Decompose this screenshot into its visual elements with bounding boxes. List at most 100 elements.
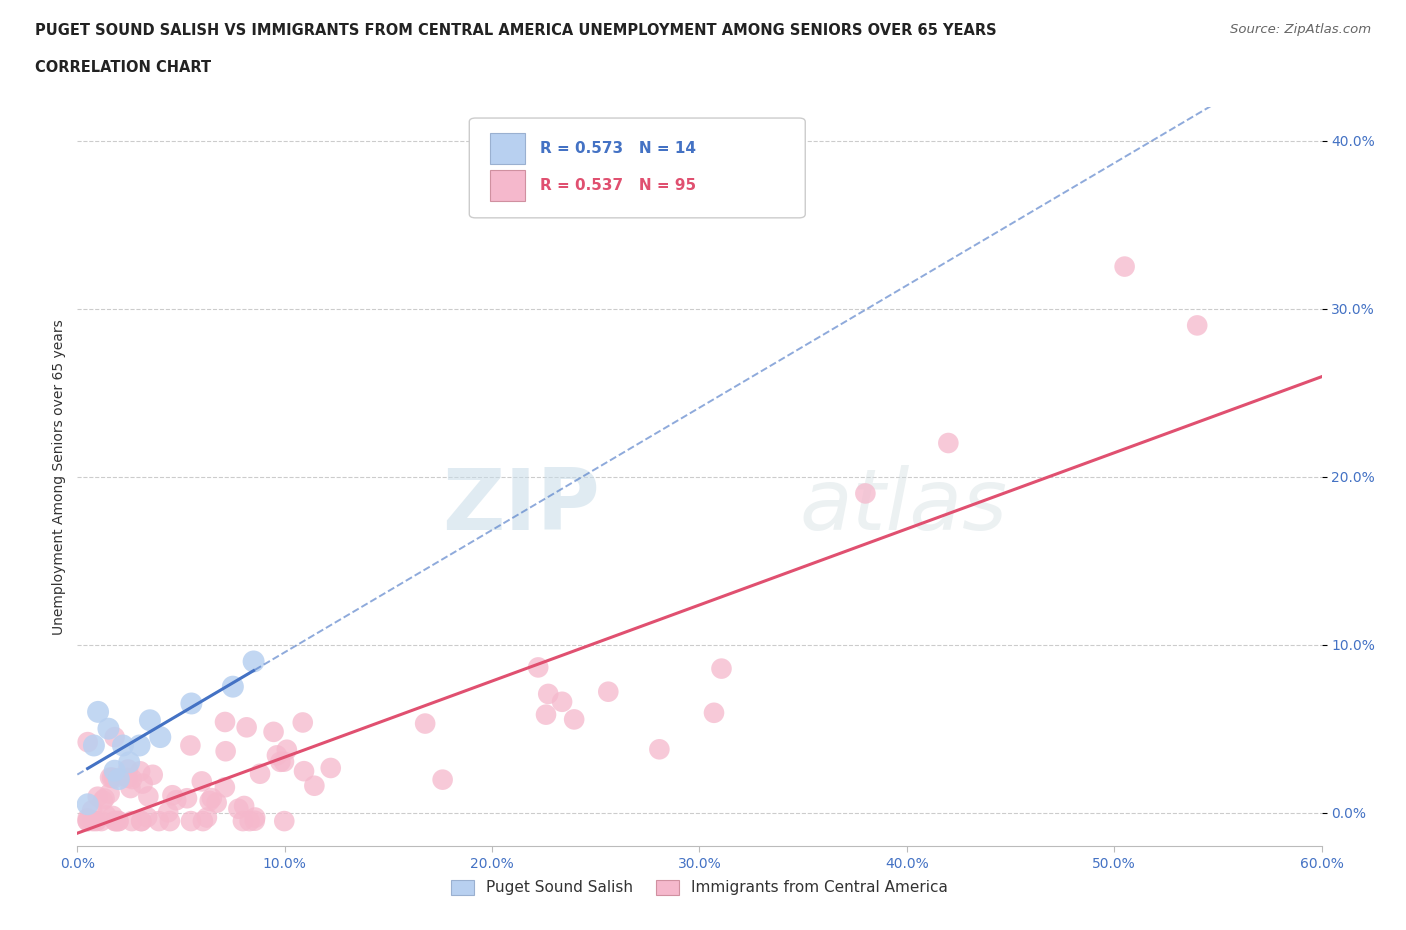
Point [710, 661, 733, 676]
Point [235, 720, 257, 735]
Point [121, 772, 143, 787]
Point [149, 730, 172, 745]
Point [83, 738, 105, 753]
Point [76, 814, 98, 829]
Point [139, 712, 162, 727]
Point [98, 786, 121, 801]
Point [180, 696, 202, 711]
Point [101, 770, 124, 785]
Point [228, 802, 250, 817]
Point [222, 679, 245, 694]
Legend: Puget Sound Salish, Immigrants from Central America: Puget Sound Salish, Immigrants from Cent… [444, 874, 955, 901]
Text: atlas: atlas [799, 465, 1007, 548]
FancyBboxPatch shape [491, 170, 526, 201]
Point [148, 814, 170, 829]
Point [97, 722, 120, 737]
Point [245, 810, 267, 825]
Point [432, 772, 454, 787]
Point [162, 788, 184, 803]
Point [91, 793, 114, 808]
Point [107, 814, 129, 829]
Point [201, 790, 224, 805]
Point [90, 814, 112, 829]
Point [131, 777, 153, 791]
Text: PUGET SOUND SALISH VS IMMIGRANTS FROM CENTRAL AMERICA UNEMPLOYMENT AMONG SENIORS: PUGET SOUND SALISH VS IMMIGRANTS FROM CE… [35, 23, 997, 38]
Point [86, 790, 108, 804]
Point [129, 764, 152, 778]
Point [191, 814, 214, 829]
Point [118, 755, 141, 770]
Point [242, 654, 264, 669]
Text: R = 0.537   N = 95: R = 0.537 N = 95 [540, 178, 696, 193]
Point [159, 814, 181, 829]
Point [232, 814, 254, 829]
Y-axis label: Unemployment Among Seniors over 65 years: Unemployment Among Seniors over 65 years [52, 319, 66, 634]
Point [138, 789, 160, 804]
FancyBboxPatch shape [491, 133, 526, 164]
Point [243, 813, 266, 828]
Point [938, 435, 960, 450]
FancyBboxPatch shape [470, 118, 806, 218]
Point [108, 772, 131, 787]
Point [104, 814, 127, 829]
Point [101, 808, 124, 823]
Point [273, 814, 295, 829]
Point [205, 795, 228, 810]
Point [292, 764, 315, 778]
Point [98, 770, 121, 785]
Point [165, 792, 187, 807]
Text: CORRELATION CHART: CORRELATION CHART [35, 60, 211, 75]
Point [534, 707, 557, 722]
Point [76, 814, 98, 829]
Point [266, 748, 288, 763]
Point [111, 738, 134, 753]
Point [703, 705, 725, 720]
Point [142, 767, 165, 782]
Point [319, 761, 342, 776]
Point [136, 810, 159, 825]
Point [269, 754, 291, 769]
Point [598, 684, 620, 699]
Point [107, 814, 129, 829]
Point [103, 771, 125, 786]
Point [128, 738, 150, 753]
Point [239, 814, 262, 829]
Point [273, 754, 295, 769]
Point [249, 766, 271, 781]
Point [198, 793, 221, 808]
Point [82, 803, 104, 817]
Point [276, 742, 298, 757]
Point [121, 814, 143, 829]
Point [157, 804, 180, 819]
Point [214, 780, 236, 795]
Point [131, 814, 153, 829]
Point [120, 780, 142, 795]
Point [291, 715, 314, 730]
Point [129, 814, 152, 829]
Point [180, 814, 202, 829]
Point [191, 774, 214, 789]
Point [96, 808, 118, 823]
Point [82, 814, 104, 829]
Point [263, 724, 285, 739]
Point [214, 744, 236, 759]
Text: ZIP: ZIP [443, 465, 600, 548]
Point [413, 716, 436, 731]
Text: Source: ZipAtlas.com: Source: ZipAtlas.com [1230, 23, 1371, 36]
Point [179, 738, 201, 753]
Point [1114, 259, 1136, 274]
Point [86, 814, 108, 829]
Point [855, 486, 877, 501]
Point [176, 790, 198, 805]
Text: R = 0.573   N = 14: R = 0.573 N = 14 [540, 140, 696, 156]
Point [214, 714, 236, 729]
Point [76, 811, 98, 826]
Point [104, 730, 127, 745]
Point [195, 810, 218, 825]
Point [1187, 318, 1209, 333]
Point [93, 791, 115, 806]
Point [233, 799, 256, 814]
Point [76, 735, 98, 750]
Point [304, 778, 326, 793]
Point [551, 695, 574, 710]
